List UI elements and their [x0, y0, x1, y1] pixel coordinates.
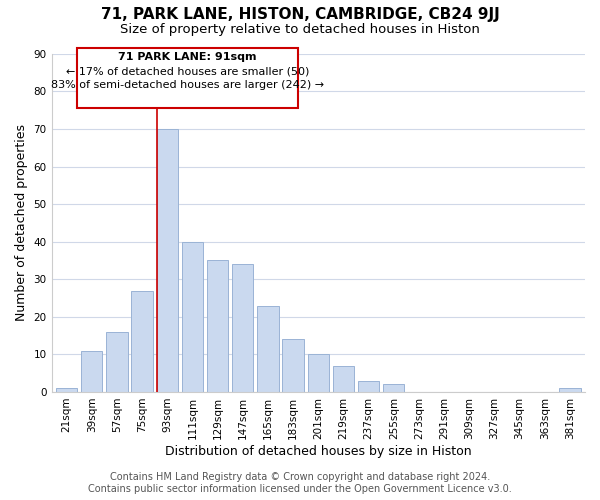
Bar: [56, 388, 77, 392]
Text: 83% of semi-detached houses are larger (242) →: 83% of semi-detached houses are larger (…: [51, 80, 324, 90]
Bar: [358, 380, 379, 392]
Text: Size of property relative to detached houses in Histon: Size of property relative to detached ho…: [120, 22, 480, 36]
X-axis label: Distribution of detached houses by size in Histon: Distribution of detached houses by size …: [165, 444, 472, 458]
Bar: [157, 129, 178, 392]
Bar: [207, 260, 229, 392]
Bar: [182, 242, 203, 392]
Text: 71 PARK LANE: 91sqm: 71 PARK LANE: 91sqm: [118, 52, 257, 62]
FancyBboxPatch shape: [77, 48, 298, 108]
Bar: [232, 264, 253, 392]
Bar: [131, 290, 153, 392]
Bar: [81, 350, 103, 392]
Text: 71, PARK LANE, HISTON, CAMBRIDGE, CB24 9JJ: 71, PARK LANE, HISTON, CAMBRIDGE, CB24 9…: [101, 8, 499, 22]
Bar: [559, 388, 581, 392]
Bar: [257, 306, 278, 392]
Text: ← 17% of detached houses are smaller (50): ← 17% of detached houses are smaller (50…: [66, 66, 310, 76]
Bar: [383, 384, 404, 392]
Bar: [106, 332, 128, 392]
Text: Contains HM Land Registry data © Crown copyright and database right 2024.
Contai: Contains HM Land Registry data © Crown c…: [88, 472, 512, 494]
Bar: [333, 366, 354, 392]
Bar: [308, 354, 329, 392]
Y-axis label: Number of detached properties: Number of detached properties: [15, 124, 28, 322]
Bar: [283, 340, 304, 392]
